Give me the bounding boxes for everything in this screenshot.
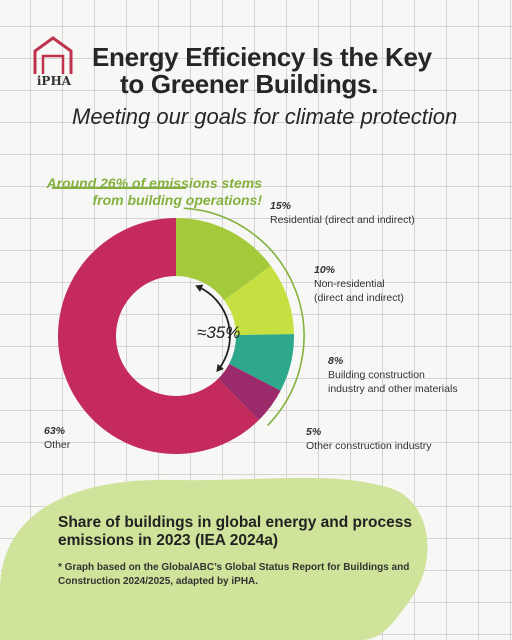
- donut-slice-residential: [176, 218, 271, 301]
- label-other-construction-pct: 5%: [306, 426, 322, 438]
- donut-slice-other-construction: [218, 363, 281, 421]
- label-construction-pct: 8%: [328, 355, 344, 367]
- callout-line-2: from building operations!: [92, 192, 262, 208]
- label-residential-text: Residential (direct and indirect): [270, 214, 415, 226]
- ipha-logo-icon: [33, 36, 73, 74]
- label-residential-pct: 15%: [270, 200, 292, 212]
- donut-slice-other: [57, 218, 259, 455]
- donut-slice-construction: [229, 334, 294, 391]
- label-other-construction-text: Other construction industry: [306, 440, 432, 452]
- page-subtitle: Meeting our goals for climate protection: [72, 104, 458, 129]
- donut-slice-nonresidential: [224, 265, 294, 336]
- label-other-text: Other: [44, 439, 71, 451]
- label-other-pct: 63%: [44, 425, 66, 437]
- center-arrow-arc: [197, 285, 231, 371]
- label-residential: 15% Residential (direct and indirect): [270, 199, 470, 227]
- label-nonresidential-line1: Non-residential: [314, 278, 385, 290]
- source-footnote: * Graph based on the GlobalABC’s Global …: [58, 562, 410, 587]
- center-percentage-label: ≈35%: [197, 323, 241, 342]
- label-nonresidential-line2: (direct and indirect): [314, 292, 404, 304]
- label-nonresidential: 10% Non-residential (direct and indirect…: [314, 263, 494, 305]
- label-construction-line1: Building construction: [328, 369, 425, 381]
- arrow-head-bottom-icon: [216, 364, 224, 373]
- label-nonresidential-pct: 10%: [314, 264, 336, 276]
- green-blob-shape: [0, 477, 428, 640]
- label-other: 63% Other: [44, 424, 124, 452]
- title-line-1: Energy Efficiency Is the Key: [92, 42, 432, 72]
- label-construction: 8% Building construction industry and ot…: [328, 354, 503, 396]
- operations-bracket-arc: [183, 207, 305, 426]
- label-other-construction: 5% Other construction industry: [306, 425, 496, 453]
- title-line-2: to Greener Buildings.: [120, 69, 379, 99]
- chart-caption-title: Share of buildings in global energy and …: [58, 514, 412, 549]
- label-construction-line2: industry and other materials: [328, 383, 458, 395]
- page-title: Energy Efficiency Is the Key to Greener …: [92, 44, 502, 98]
- logo-text: iPHA: [36, 74, 72, 88]
- donut-slices: [57, 218, 294, 455]
- arrow-head-top-icon: [195, 284, 204, 292]
